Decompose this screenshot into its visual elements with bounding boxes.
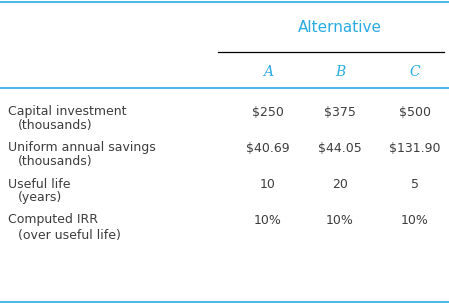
Text: 10%: 10%	[254, 214, 282, 226]
Text: $40.69: $40.69	[246, 141, 290, 155]
Text: C: C	[409, 65, 420, 79]
Text: (over useful life): (over useful life)	[18, 230, 121, 242]
Text: B: B	[335, 65, 345, 79]
Text: 10: 10	[260, 177, 276, 191]
Text: (thousands): (thousands)	[18, 155, 92, 169]
Text: $375: $375	[324, 106, 356, 118]
Text: (thousands): (thousands)	[18, 120, 92, 132]
Text: Useful life: Useful life	[8, 177, 70, 191]
Text: $44.05: $44.05	[318, 141, 362, 155]
Text: $500: $500	[399, 106, 431, 118]
Text: Capital investment: Capital investment	[8, 106, 127, 118]
Text: Uniform annual savings: Uniform annual savings	[8, 141, 156, 155]
Text: 10%: 10%	[326, 214, 354, 226]
Text: A: A	[263, 65, 273, 79]
Text: 20: 20	[332, 177, 348, 191]
Text: $250: $250	[252, 106, 284, 118]
Text: (years): (years)	[18, 192, 62, 204]
Text: Alternative: Alternative	[298, 21, 382, 35]
Text: 10%: 10%	[401, 214, 429, 226]
Text: 5: 5	[411, 177, 419, 191]
Text: $131.90: $131.90	[389, 141, 441, 155]
Text: Computed IRR: Computed IRR	[8, 214, 98, 226]
